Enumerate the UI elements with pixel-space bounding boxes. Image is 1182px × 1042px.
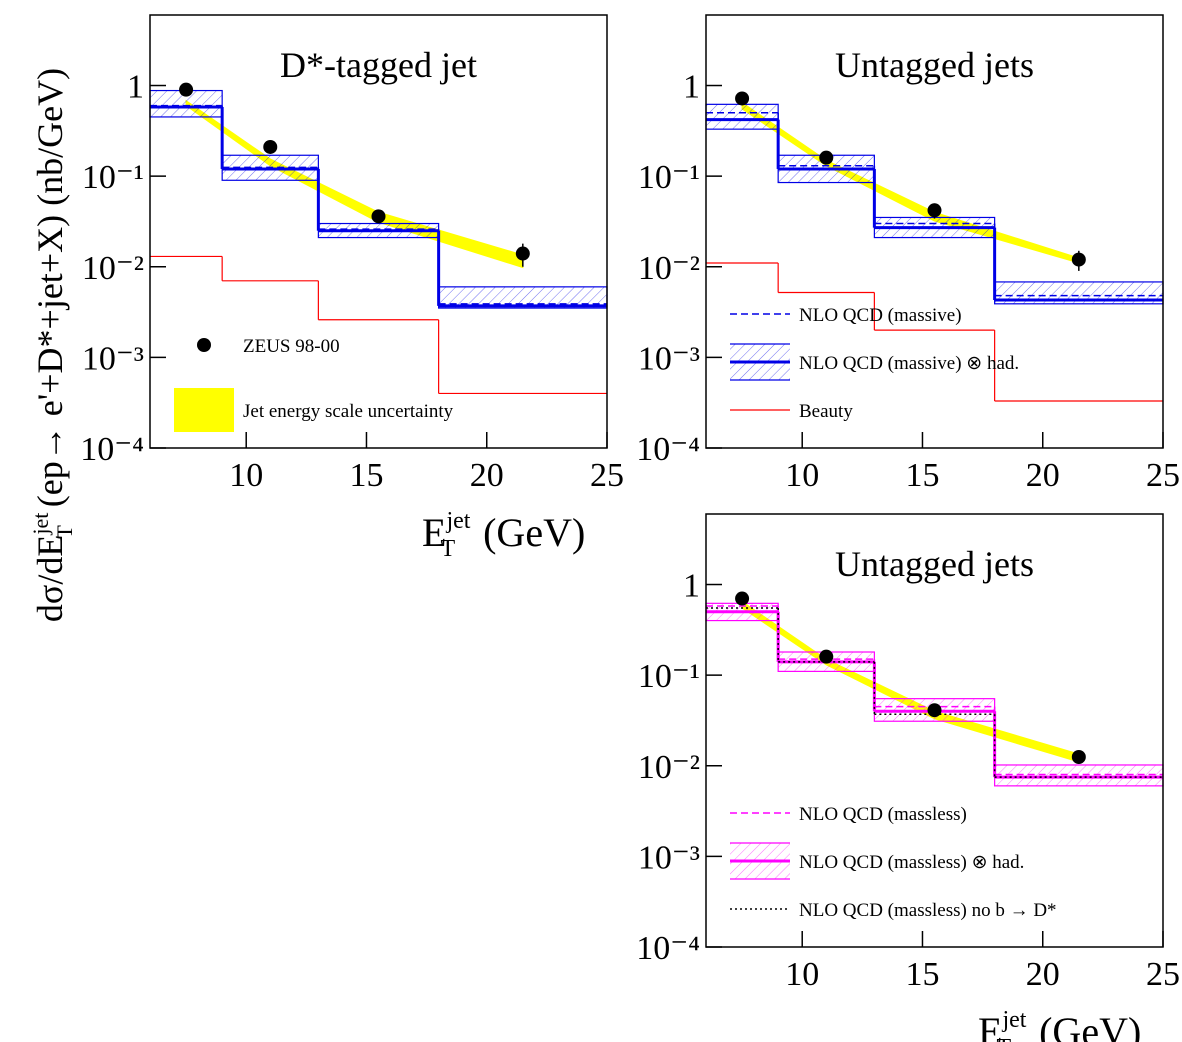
x-axis-label: Ejet T (GeV) <box>978 1007 1141 1042</box>
legend-marker <box>197 338 211 352</box>
y-tick-label: 10⁻¹ <box>638 658 700 695</box>
y-label-sub: T <box>52 525 77 539</box>
x-label-main: E <box>978 1009 1002 1042</box>
legend-label: ZEUS 98-00 <box>243 336 340 357</box>
x-tick-label: 25 <box>1146 457 1180 494</box>
x-tick-label: 20 <box>470 457 504 494</box>
data-point <box>179 82 194 97</box>
y-tick-label: 1 <box>127 69 144 106</box>
y-label-sup: jet <box>28 513 53 536</box>
x-tick-label: 20 <box>1026 956 1060 993</box>
y-tick-label: 10⁻² <box>82 250 144 287</box>
y-label-main: dσ/dE <box>30 535 70 622</box>
y-tick-label: 10⁻³ <box>82 340 144 377</box>
legend-label: NLO QCD (massive) ⊗ had. <box>799 353 1019 374</box>
x-tick-label: 15 <box>905 956 939 993</box>
x-tick-label: 20 <box>1026 457 1060 494</box>
y-tick-label: 10⁻⁴ <box>636 431 700 468</box>
x-label-unit: (GeV) <box>1039 1009 1141 1042</box>
x-tick-label: 10 <box>229 457 263 494</box>
x-label-sup: jet <box>445 508 470 534</box>
data-point <box>515 246 530 261</box>
y-axis-label: dσ/dEjetT (ep→ e'+D*+jet+X) (nb/GeV) <box>28 68 77 622</box>
legend-label: Beauty <box>799 401 853 422</box>
uncertainty-box <box>705 103 779 130</box>
plot-frame <box>705 14 1164 449</box>
x-label-sub: T <box>440 536 455 562</box>
data-point <box>371 209 386 224</box>
y-tick-label: 1 <box>683 568 700 605</box>
data-point <box>1071 749 1086 764</box>
plot-frame <box>149 14 608 449</box>
y-label-rest: (ep→ e'+D*+jet+X) (nb/GeV) <box>30 68 70 507</box>
panel-title: Untagged jets <box>835 45 1034 85</box>
y-tick-label: 10⁻³ <box>638 839 700 876</box>
x-label-unit: (GeV) <box>483 510 585 555</box>
data-point <box>1071 252 1086 267</box>
x-tick-label: 10 <box>785 956 819 993</box>
legend-label: Jet energy scale uncertainty <box>243 401 454 422</box>
jes-band <box>185 99 524 269</box>
y-tick-label: 10⁻¹ <box>638 159 700 196</box>
data-point <box>927 703 942 718</box>
data-point <box>735 591 750 606</box>
y-tick-label: 10⁻³ <box>638 340 700 377</box>
uncertainty-box <box>994 764 1164 787</box>
x-tick-label: 10 <box>785 457 819 494</box>
y-tick-label: 10⁻⁴ <box>636 930 700 967</box>
panel: 10⁻⁴ 10⁻³ 10⁻² 10⁻¹ 1 10 15 20 25 D*-tagged jet ZE… <box>28 14 624 622</box>
x-label-sub: T <box>996 1035 1011 1042</box>
jes-band <box>741 600 1080 763</box>
legend-label: NLO QCD (massless) no b → D* <box>799 900 1057 921</box>
x-tick-label: 15 <box>905 457 939 494</box>
y-tick-label: 1 <box>683 69 700 106</box>
x-label-main: E <box>422 510 446 555</box>
panel-title: D*-tagged jet <box>280 45 477 85</box>
legend-label: NLO QCD (massless) <box>799 804 967 825</box>
y-tick-label: 10⁻¹ <box>82 159 144 196</box>
y-tick-label: 10⁻² <box>638 250 700 287</box>
legend-label: NLO QCD (massive) <box>799 305 962 326</box>
x-tick-label: 15 <box>349 457 383 494</box>
panel: 10⁻⁴ 10⁻³ 10⁻² 10⁻¹ 1 10 15 20 25 Untagged jets NL… <box>636 14 1180 494</box>
panel-title: Untagged jets <box>835 544 1034 584</box>
data-point <box>819 150 834 165</box>
y-tick-label: 10⁻² <box>638 749 700 786</box>
x-label-sup: jet <box>1001 1007 1026 1033</box>
legend-swatch <box>174 388 234 432</box>
data-point <box>927 203 942 218</box>
x-tick-label: 25 <box>1146 956 1180 993</box>
data-point <box>263 139 278 154</box>
data-point <box>819 649 834 664</box>
plot-frame <box>705 513 1164 948</box>
y-tick-label: 10⁻⁴ <box>80 431 144 468</box>
data-point <box>735 91 750 106</box>
x-tick-label: 25 <box>590 457 624 494</box>
legend-label: NLO QCD (massless) ⊗ had. <box>799 852 1024 873</box>
panel: 10⁻⁴ 10⁻³ 10⁻² 10⁻¹ 1 10 15 20 25 Untagged jets NL… <box>636 513 1180 1042</box>
